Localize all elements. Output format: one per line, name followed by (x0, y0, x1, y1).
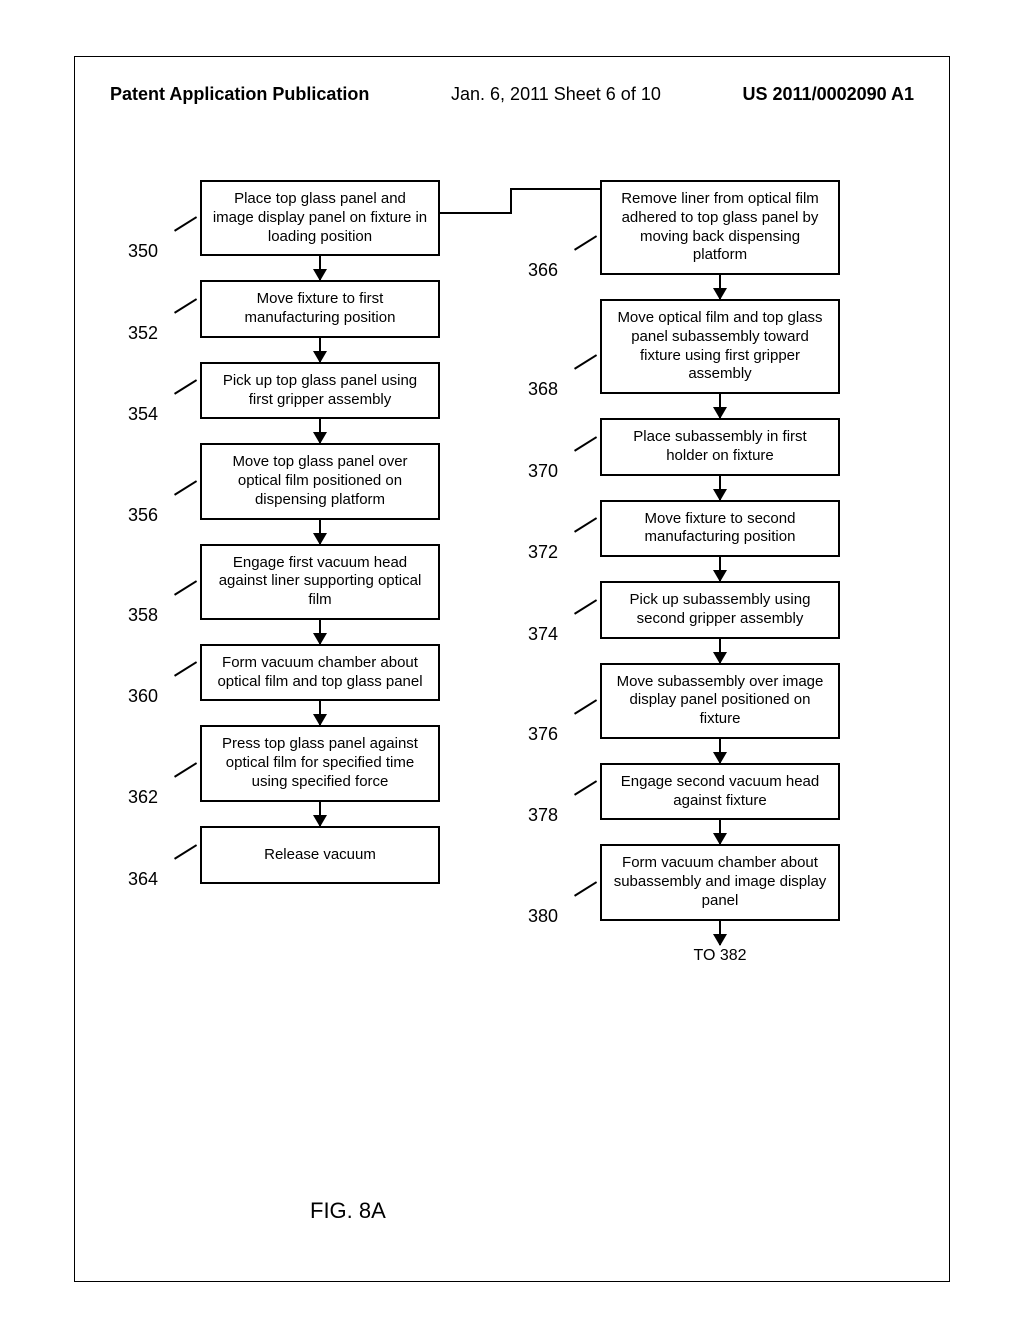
step-376: Move subassembly over image display pane… (530, 663, 910, 739)
arrow-down-icon (319, 520, 321, 544)
arrow-down-icon (319, 338, 321, 362)
ref-label: 358 (128, 605, 158, 626)
arrow-down-icon (719, 275, 721, 299)
header-center: Jan. 6, 2011 Sheet 6 of 10 (451, 84, 661, 105)
ref-label: 378 (528, 805, 558, 826)
step-370: Place subassembly in first holder on fix… (530, 418, 910, 476)
step-368: Move optical film and top glass panel su… (530, 299, 910, 394)
ref-label: 362 (128, 787, 158, 808)
step-360: Form vacuum chamber about optical film a… (130, 644, 510, 702)
step-352: Move fixture to first manufacturing posi… (130, 280, 510, 338)
step-box: Move top glass panel over optical film p… (200, 443, 440, 519)
arrow-down-icon (719, 820, 721, 844)
step-box: Release vacuum (200, 826, 440, 885)
figure-label: FIG. 8A (310, 1198, 386, 1224)
step-box: Pick up subassembly using second gripper… (600, 581, 840, 639)
arrow-down-icon (319, 256, 321, 280)
ref-label: 354 (128, 404, 158, 425)
arrow-down-icon (719, 476, 721, 500)
step-356: Move top glass panel over optical film p… (130, 443, 510, 519)
step-378: Engage second vacuum head against fixtur… (530, 763, 910, 821)
ref-label: 372 (528, 542, 558, 563)
step-box: Move fixture to first manufacturing posi… (200, 280, 440, 338)
ref-label: 352 (128, 323, 158, 344)
step-358: Engage first vacuum head against liner s… (130, 544, 510, 620)
step-box: Press top glass panel against optical fi… (200, 725, 440, 801)
step-box: Place top glass panel and image display … (200, 180, 440, 256)
step-box: Move subassembly over image display pane… (600, 663, 840, 739)
arrow-down-icon (319, 802, 321, 826)
step-box: Remove liner from optical film adhered t… (600, 180, 840, 275)
to-382-label: TO 382 (530, 947, 910, 965)
ref-label: 350 (128, 241, 158, 262)
step-354: Pick up top glass panel using first grip… (130, 362, 510, 420)
arrow-down-icon (719, 394, 721, 418)
ref-label: 360 (128, 686, 158, 707)
step-box: Move fixture to second manufacturing pos… (600, 500, 840, 558)
step-374: Pick up subassembly using second gripper… (530, 581, 910, 639)
step-box: Form vacuum chamber about optical film a… (200, 644, 440, 702)
step-box: Form vacuum chamber about subassembly an… (600, 844, 840, 920)
arrow-down-icon (319, 419, 321, 443)
ref-label: 356 (128, 505, 158, 526)
step-box: Pick up top glass panel using first grip… (200, 362, 440, 420)
step-box: Place subassembly in first holder on fix… (600, 418, 840, 476)
arrow-down-icon (719, 557, 721, 581)
ref-label: 366 (528, 260, 558, 281)
left-column: Place top glass panel and image display … (130, 180, 510, 884)
ref-label: 364 (128, 869, 158, 890)
arrow-down-icon (319, 701, 321, 725)
right-column: Remove liner from optical film adhered t… (530, 180, 910, 965)
step-364: Release vacuum 364 (130, 826, 510, 885)
step-box: Engage first vacuum head against liner s… (200, 544, 440, 620)
ref-label: 370 (528, 461, 558, 482)
ref-label: 376 (528, 724, 558, 745)
step-350: Place top glass panel and image display … (130, 180, 510, 256)
ref-label: 374 (528, 624, 558, 645)
arrow-down-icon (719, 639, 721, 663)
header-right: US 2011/0002090 A1 (743, 84, 914, 105)
step-box: Move optical film and top glass panel su… (600, 299, 840, 394)
header-left: Patent Application Publication (110, 84, 369, 105)
step-380: Form vacuum chamber about subassembly an… (530, 844, 910, 920)
arrow-down-icon (719, 739, 721, 763)
step-box: Engage second vacuum head against fixtur… (600, 763, 840, 821)
step-372: Move fixture to second manufacturing pos… (530, 500, 910, 558)
step-366: Remove liner from optical film adhered t… (530, 180, 910, 275)
page-header: Patent Application Publication Jan. 6, 2… (0, 84, 1024, 105)
step-362: Press top glass panel against optical fi… (130, 725, 510, 801)
arrow-down-icon (719, 921, 721, 945)
arrow-down-icon (319, 620, 321, 644)
ref-label: 380 (528, 906, 558, 927)
flowchart: Place top glass panel and image display … (110, 180, 910, 1230)
ref-label: 368 (528, 379, 558, 400)
